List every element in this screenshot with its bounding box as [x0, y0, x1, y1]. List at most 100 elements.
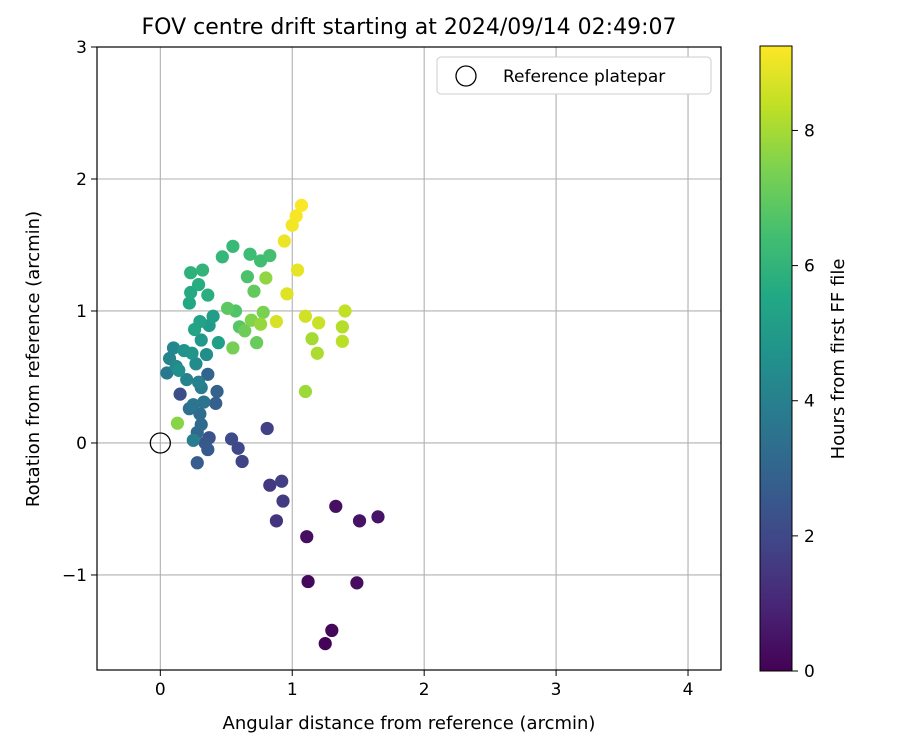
- data-point: [263, 248, 277, 263]
- data-point: [188, 322, 202, 337]
- data-point: [186, 398, 200, 412]
- data-point: [231, 441, 245, 455]
- data-point: [259, 271, 273, 285]
- x-tick-label: 3: [551, 680, 562, 700]
- colorbar-ticks: 0 2 4 6 8: [792, 121, 815, 682]
- data-point: [298, 384, 313, 399]
- data-point: [184, 266, 198, 280]
- data-point: [352, 514, 367, 528]
- colorbar-label: Hours from first FF file: [828, 259, 849, 460]
- data-point: [226, 341, 240, 355]
- data-point: [235, 454, 249, 469]
- data-point: [210, 384, 224, 399]
- legend-reference-marker: [455, 65, 477, 87]
- data-point: [194, 333, 208, 347]
- y-tick-label: −1: [62, 566, 87, 586]
- data-point: [312, 316, 326, 330]
- y-tick-label: 0: [76, 434, 87, 454]
- colorbar-tick-label: 6: [804, 257, 815, 277]
- x-axis-label: Angular distance from reference (arcmin): [223, 713, 596, 734]
- data-point: [185, 346, 199, 360]
- data-point: [238, 324, 252, 338]
- data-point: [305, 332, 319, 346]
- data-point: [170, 416, 185, 430]
- data-point: [209, 396, 223, 410]
- data-point: [197, 395, 211, 409]
- colorbar-tick-label: 4: [804, 392, 815, 412]
- chart-title: FOV centre drift starting at 2024/09/14 …: [142, 15, 677, 40]
- data-point: [298, 309, 313, 323]
- data-point: [318, 637, 332, 651]
- data-point: [301, 574, 315, 589]
- y-axis-ticks: −1 0 1 2 3: [62, 38, 97, 586]
- colorbar-gradient: [759, 45, 793, 672]
- data-point: [371, 510, 385, 524]
- data-point: [289, 209, 303, 223]
- data-point: [201, 288, 215, 302]
- colorbar-tick-label: 8: [804, 121, 815, 141]
- data-point: [215, 250, 229, 264]
- data-point: [276, 494, 290, 508]
- data-point: [224, 432, 239, 446]
- data-point: [191, 375, 206, 389]
- y-tick-label: 3: [76, 38, 87, 58]
- data-point: [335, 334, 349, 348]
- data-point: [195, 263, 210, 277]
- data-point: [221, 301, 235, 315]
- data-point: [350, 576, 364, 590]
- data-point: [275, 474, 289, 488]
- data-point: [180, 373, 194, 387]
- x-tick-label: 4: [683, 680, 694, 700]
- x-tick-label: 1: [287, 680, 298, 700]
- x-tick-label: 0: [155, 680, 166, 700]
- data-point: [253, 317, 268, 331]
- data-point: [201, 442, 215, 457]
- data-point: [226, 239, 240, 253]
- data-point: [256, 305, 270, 319]
- data-point: [201, 367, 215, 381]
- data-point: [325, 623, 339, 638]
- data-point: [190, 456, 204, 470]
- data-point: [247, 284, 261, 298]
- data-point: [269, 514, 284, 528]
- data-point: [300, 530, 314, 544]
- data-points: [149, 198, 385, 651]
- data-point: [294, 198, 309, 212]
- data-point: [160, 366, 174, 380]
- plot-area-frame: [96, 46, 722, 671]
- data-point: [250, 336, 264, 350]
- reference-platepar-marker: [149, 432, 171, 454]
- legend-reference-label: Reference platepar: [503, 67, 665, 87]
- colorbar-tick-label: 2: [804, 527, 815, 547]
- data-point: [182, 296, 196, 310]
- x-axis-ticks: 0 1 2 3 4: [155, 670, 694, 700]
- data-point: [206, 309, 220, 323]
- data-point: [277, 234, 291, 248]
- data-point: [193, 407, 207, 421]
- data-point: [260, 421, 274, 436]
- y-tick-label: 1: [76, 302, 87, 322]
- data-point: [310, 346, 324, 360]
- data-point: [166, 341, 181, 355]
- data-point: [199, 347, 214, 362]
- data-point: [186, 433, 200, 447]
- data-point: [194, 417, 208, 432]
- legend-box: [436, 56, 712, 95]
- data-point: [338, 304, 352, 318]
- data-point: [211, 336, 225, 350]
- data-point: [240, 270, 254, 284]
- y-axis-label: Rotation from reference (arcmin): [23, 211, 44, 507]
- data-point: [172, 363, 186, 377]
- x-tick-label: 2: [419, 680, 430, 700]
- data-point: [263, 478, 277, 492]
- data-point: [191, 277, 206, 292]
- y-tick-label: 2: [76, 170, 87, 190]
- data-point: [329, 499, 343, 513]
- data-point: [173, 387, 187, 401]
- data-point: [269, 314, 284, 329]
- data-point: [280, 287, 294, 301]
- data-point: [290, 263, 305, 277]
- colorbar: 0 2 4 6 8 Hours from first FF file: [759, 45, 849, 682]
- data-point: [189, 357, 203, 371]
